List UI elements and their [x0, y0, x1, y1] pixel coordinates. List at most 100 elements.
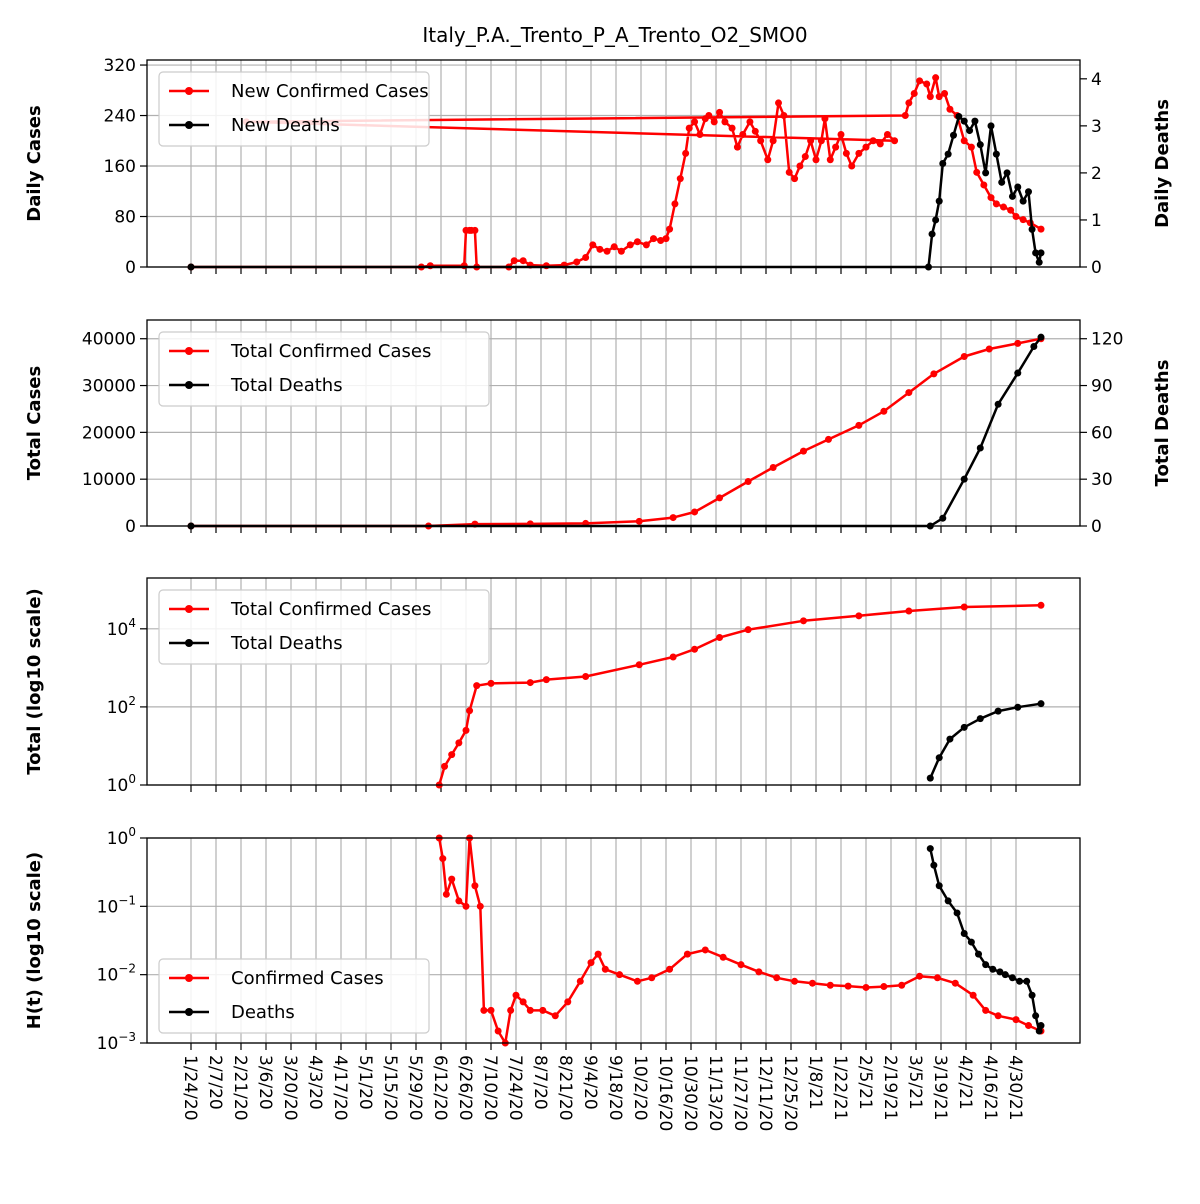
- data-point: [716, 108, 724, 116]
- data-point: [935, 754, 943, 762]
- data-point: [1037, 601, 1045, 609]
- data-point: [633, 977, 641, 985]
- y-right-tick-label: 0: [1091, 517, 1102, 537]
- data-point: [682, 149, 690, 157]
- data-point: [801, 153, 809, 161]
- y-axis-title-right: Daily Deaths: [1152, 99, 1173, 228]
- data-point: [519, 998, 527, 1006]
- plot-area: [187, 74, 1045, 271]
- data-point: [691, 118, 699, 126]
- data-point: [610, 243, 618, 251]
- y-tick-label: 30000: [82, 377, 136, 397]
- data-point: [462, 726, 470, 734]
- data-point: [507, 1006, 515, 1014]
- data-point: [594, 950, 602, 958]
- data-point: [1019, 216, 1027, 224]
- y-tick-label: 160: [104, 157, 136, 177]
- data-point: [716, 633, 724, 641]
- plot-area: [435, 834, 1045, 1047]
- data-point: [976, 715, 984, 723]
- data-point: [542, 676, 550, 684]
- data-point: [969, 991, 977, 999]
- data-point: [539, 1006, 547, 1014]
- data-point: [1014, 183, 1022, 191]
- legend: New Confirmed Cases New Deaths: [158, 71, 430, 147]
- y-tick-label: 104: [107, 616, 136, 640]
- data-point: [526, 1006, 534, 1014]
- data-point: [769, 463, 777, 471]
- data-point: [1007, 206, 1015, 214]
- data-point: [989, 965, 997, 973]
- data-point: [685, 124, 693, 132]
- y-right-tick-label: 90: [1091, 377, 1113, 397]
- x-tick-label: 8/7/20: [530, 1055, 550, 1110]
- x-tick-label: 10/30/20: [680, 1055, 700, 1131]
- data-point: [666, 965, 674, 973]
- data-point: [739, 130, 747, 138]
- data-point: [1037, 333, 1045, 341]
- data-point: [1014, 703, 1022, 711]
- x-tick-label: 5/1/20: [355, 1055, 375, 1110]
- data-point: [821, 115, 829, 123]
- data-point: [982, 1006, 990, 1014]
- data-point: [1037, 225, 1045, 233]
- panel-hazard: 10−3 10−2 10−1 100 H(t) (log10 scale) Confirm…: [24, 825, 1081, 1131]
- y-tick-label: 240: [104, 107, 136, 127]
- data-point: [928, 230, 936, 238]
- y-tick-label: 320: [104, 56, 136, 76]
- data-point: [1032, 1012, 1040, 1020]
- y-tick-label: 0: [125, 517, 136, 537]
- x-tick-label: 4/17/20: [330, 1055, 350, 1121]
- legend-swatch-marker: [185, 974, 193, 982]
- data-point: [635, 661, 643, 669]
- data-point: [669, 653, 677, 661]
- legend-label: Total Deaths: [230, 633, 343, 654]
- axes-frame: [146, 837, 1081, 1044]
- data-point: [935, 882, 943, 890]
- data-point: [826, 156, 834, 164]
- legend-swatch-marker: [185, 381, 193, 389]
- data-point: [807, 137, 815, 145]
- data-point: [471, 882, 479, 890]
- data-point: [975, 950, 982, 958]
- data-point: [791, 977, 799, 985]
- data-point: [905, 99, 913, 107]
- data-point: [650, 235, 657, 243]
- data-point: [439, 855, 447, 863]
- data-point: [494, 1027, 502, 1035]
- legend-box: [158, 958, 430, 1034]
- data-point: [1019, 197, 1027, 205]
- x-tick-label: 2/21/20: [230, 1055, 250, 1121]
- data-point: [785, 168, 793, 176]
- x-tick-label: 4/30/21: [1005, 1055, 1025, 1121]
- legend-box: [158, 71, 430, 147]
- data-point: [982, 169, 990, 177]
- data-point: [967, 143, 975, 151]
- legend-box: [158, 589, 490, 665]
- data-point: [905, 607, 913, 615]
- y-tick-label: 20000: [82, 423, 136, 443]
- data-point: [510, 257, 518, 265]
- x-tick-label: 12/25/20: [780, 1055, 800, 1131]
- axes-frame: [146, 319, 1081, 527]
- y-right-tick-label: 1: [1091, 211, 1102, 231]
- legend-swatch-marker: [185, 121, 193, 129]
- data-point: [976, 141, 984, 149]
- data-point: [844, 982, 852, 990]
- data-point: [960, 930, 968, 938]
- data-point: [473, 682, 481, 690]
- data-point: [994, 707, 1002, 715]
- data-point: [701, 946, 709, 954]
- data-point: [808, 979, 816, 987]
- y-right-tick-label: 0: [1091, 258, 1102, 278]
- data-point: [862, 983, 870, 991]
- data-point: [476, 902, 484, 910]
- plot-area: [435, 601, 1045, 789]
- data-point: [1023, 977, 1031, 985]
- data-point: [455, 897, 463, 905]
- data-point: [930, 861, 938, 869]
- legend: Confirmed Cases Deaths: [158, 958, 430, 1034]
- data-point: [512, 991, 520, 999]
- data-point: [826, 981, 834, 989]
- data-point: [994, 1012, 1002, 1020]
